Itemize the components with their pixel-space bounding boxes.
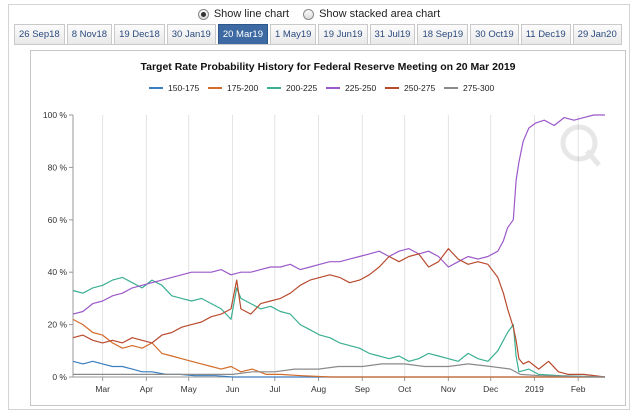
x-tick-label: Apr <box>140 384 153 394</box>
legend: 150-175 175-200 200-225 225-250 250-275 275-3… <box>149 83 494 93</box>
legend-label: 200-225 <box>286 83 317 93</box>
series-line-150-175 <box>72 360 605 378</box>
legend-label: 175-200 <box>227 83 258 93</box>
x-tick-label: Feb <box>571 384 586 394</box>
y-tick-label: 60 % <box>48 215 68 225</box>
meeting-tabs: 26 Sep18 8 Nov18 19 Dec18 30 Jan19 20 Mar19 1… <box>14 24 622 45</box>
tab-meeting-2[interactable]: 19 Dec18 <box>114 24 165 45</box>
y-tick-label: 100 % <box>43 110 68 120</box>
y-tick-label: 40 % <box>48 267 68 277</box>
x-tick-label: 2019 <box>525 384 544 394</box>
tab-divider <box>14 44 622 45</box>
x-tick-label: Jul <box>269 384 280 394</box>
view-options: Show line chart Show stacked area chart <box>0 4 638 24</box>
y-tick-label: 20 % <box>48 320 68 330</box>
chart-title: Target Rate Probability History for Fede… <box>140 61 515 73</box>
view-option-0[interactable]: Show line chart <box>197 4 290 24</box>
line-chart: Target Rate Probability History for Fede… <box>43 61 606 394</box>
tab-meeting-10[interactable]: 11 Dec19 <box>520 24 571 45</box>
series-line-175-200 <box>72 318 605 378</box>
x-tick-label: Oct <box>398 384 412 394</box>
legend-label: 225-250 <box>345 83 376 93</box>
tab-meeting-0[interactable]: 26 Sep18 <box>14 24 65 45</box>
tab-meeting-5[interactable]: 1 May19 <box>269 24 317 45</box>
y-tick-label: 0 % <box>52 372 67 382</box>
series-lines <box>72 114 606 378</box>
series-line-200-225 <box>72 276 606 378</box>
x-tick-label: Aug <box>311 384 326 394</box>
tab-meeting-9[interactable]: 30 Oct19 <box>470 24 519 45</box>
vertical-grid <box>102 115 579 377</box>
legend-label: 150-175 <box>168 83 199 93</box>
x-tick-label: May <box>181 384 198 394</box>
y-tick-label: 80 % <box>48 162 68 172</box>
view-option-1[interactable]: Show stacked area chart <box>303 4 440 24</box>
watermark-logo <box>560 124 601 167</box>
axes: Mar Apr May Jun Jul Aug Sep Oct Nov Dec 2019 Feb 0 %… <box>43 110 605 394</box>
view-option-label: Show line chart <box>213 8 290 20</box>
x-tick-label: Nov <box>441 384 457 394</box>
chart-container: Target Rate Probability History for Fede… <box>30 50 626 406</box>
tab-meeting-3[interactable]: 30 Jan19 <box>166 24 216 45</box>
series-line-250-275 <box>72 248 606 378</box>
tab-meeting-7[interactable]: 31 Jul19 <box>369 24 416 45</box>
x-tick-label: Dec <box>483 384 499 394</box>
radio-button[interactable] <box>197 8 209 20</box>
tab-meeting-11[interactable]: 29 Jan20 <box>572 24 622 45</box>
legend-label: 250-275 <box>404 83 435 93</box>
x-tick-label: Sep <box>355 384 370 394</box>
tab-meeting-1[interactable]: 8 Nov18 <box>66 24 113 45</box>
series-line-275-300 <box>73 363 606 378</box>
legend-label: 275-300 <box>463 83 494 93</box>
x-tick-label: Mar <box>95 384 110 394</box>
view-option-label: Show stacked area chart <box>319 8 441 20</box>
radio-button[interactable] <box>303 8 315 20</box>
x-tick-label: Jun <box>226 384 240 394</box>
series-line-225-250 <box>72 114 605 315</box>
tab-meeting-8[interactable]: 18 Sep19 <box>417 24 469 45</box>
tab-meeting-4[interactable]: 20 Mar19 <box>217 24 268 45</box>
tab-meeting-6[interactable]: 19 Jun19 <box>318 24 368 45</box>
